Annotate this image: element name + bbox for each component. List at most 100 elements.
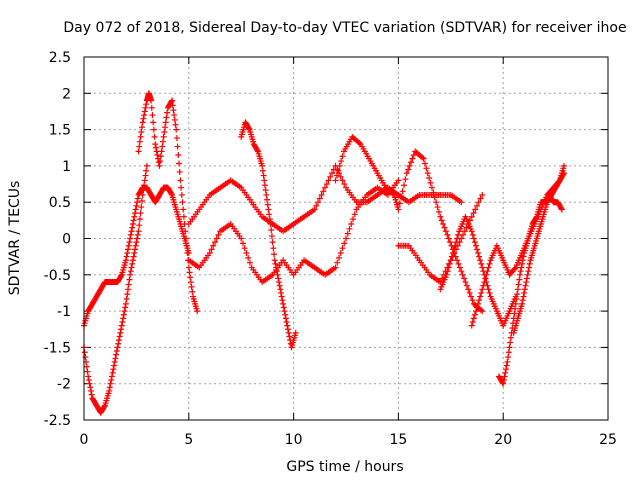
x-tick-label: 0 [80, 432, 89, 448]
data-point [176, 160, 183, 167]
data-point [130, 253, 137, 260]
series-track-i [437, 213, 519, 329]
data-point [283, 318, 290, 325]
data-point [106, 387, 113, 394]
data-point [127, 271, 134, 278]
data-point [275, 275, 282, 282]
data-point [479, 286, 486, 293]
data-point [239, 240, 246, 247]
data-point [341, 181, 348, 188]
data-point [325, 177, 332, 184]
data-point [136, 143, 143, 150]
data-point [339, 177, 346, 184]
data-point [475, 300, 482, 307]
data-point [267, 220, 274, 227]
data-point [396, 200, 403, 207]
data-point [479, 264, 486, 271]
data-point [142, 104, 149, 111]
data-point [136, 216, 143, 223]
data-point [254, 147, 261, 154]
data-point [131, 213, 138, 220]
data-point [443, 271, 450, 278]
data-point [516, 276, 523, 283]
data-point [284, 322, 291, 329]
data-point [311, 206, 318, 213]
data-point [479, 308, 486, 315]
data-point [444, 231, 451, 238]
data-point [468, 293, 475, 300]
data-point [273, 264, 280, 271]
data-point [141, 177, 148, 184]
data-point [434, 204, 441, 211]
data-point [271, 257, 278, 264]
data-point [341, 240, 348, 247]
data-point [339, 245, 346, 252]
data-point [449, 250, 456, 257]
data-point [86, 380, 93, 387]
data-point [458, 199, 465, 206]
data-point [445, 264, 452, 271]
data-point [177, 177, 184, 184]
data-point [334, 259, 341, 266]
data-point [120, 311, 127, 318]
data-point [128, 228, 135, 235]
data-point [134, 195, 141, 202]
data-point [518, 264, 525, 271]
data-point [271, 251, 278, 258]
data-point [338, 158, 345, 165]
data-point [134, 235, 141, 242]
data-point [475, 199, 482, 206]
data-point [459, 271, 466, 278]
data-point [406, 162, 413, 169]
data-point [433, 199, 440, 206]
data-point [468, 322, 475, 329]
data-point [169, 102, 176, 109]
data-point [130, 217, 137, 224]
data-point [157, 153, 164, 160]
data-point [276, 282, 283, 289]
data-point [281, 308, 288, 315]
data-point [455, 231, 462, 238]
data-point [519, 260, 526, 267]
data-point [126, 276, 133, 283]
data-point [286, 333, 293, 340]
data-point [463, 224, 470, 231]
data-point [87, 387, 94, 394]
data-point [474, 202, 480, 209]
data-point [447, 257, 454, 264]
data-point [421, 160, 428, 167]
data-point [320, 188, 327, 195]
data-point [162, 124, 169, 131]
data-point [272, 260, 279, 267]
data-point [461, 228, 468, 235]
data-point [402, 176, 409, 183]
data-point [141, 108, 148, 115]
data-point [278, 293, 285, 300]
data-point [173, 126, 180, 133]
data-point [270, 245, 277, 252]
data-point [127, 235, 134, 242]
data-point [125, 281, 132, 288]
data-point [335, 167, 342, 174]
data-point [117, 329, 124, 336]
series-track-k [496, 191, 565, 387]
y-tick-label: 0.5 [49, 195, 71, 211]
data-point [486, 289, 493, 296]
data-point [139, 191, 146, 198]
data-point [505, 349, 512, 356]
data-point [453, 239, 460, 246]
x-axis-label: GPS time / hours [286, 459, 403, 475]
series-track-d [185, 162, 465, 235]
data-point [260, 172, 267, 179]
data-point [112, 355, 119, 362]
data-point [84, 368, 91, 375]
data-point [160, 133, 167, 140]
data-point [423, 165, 430, 172]
data-point [343, 235, 349, 242]
data-point [157, 158, 164, 165]
data-point [137, 210, 144, 217]
data-point [129, 260, 136, 267]
data-point [138, 129, 145, 136]
data-point [245, 125, 252, 132]
data-point [403, 170, 410, 177]
